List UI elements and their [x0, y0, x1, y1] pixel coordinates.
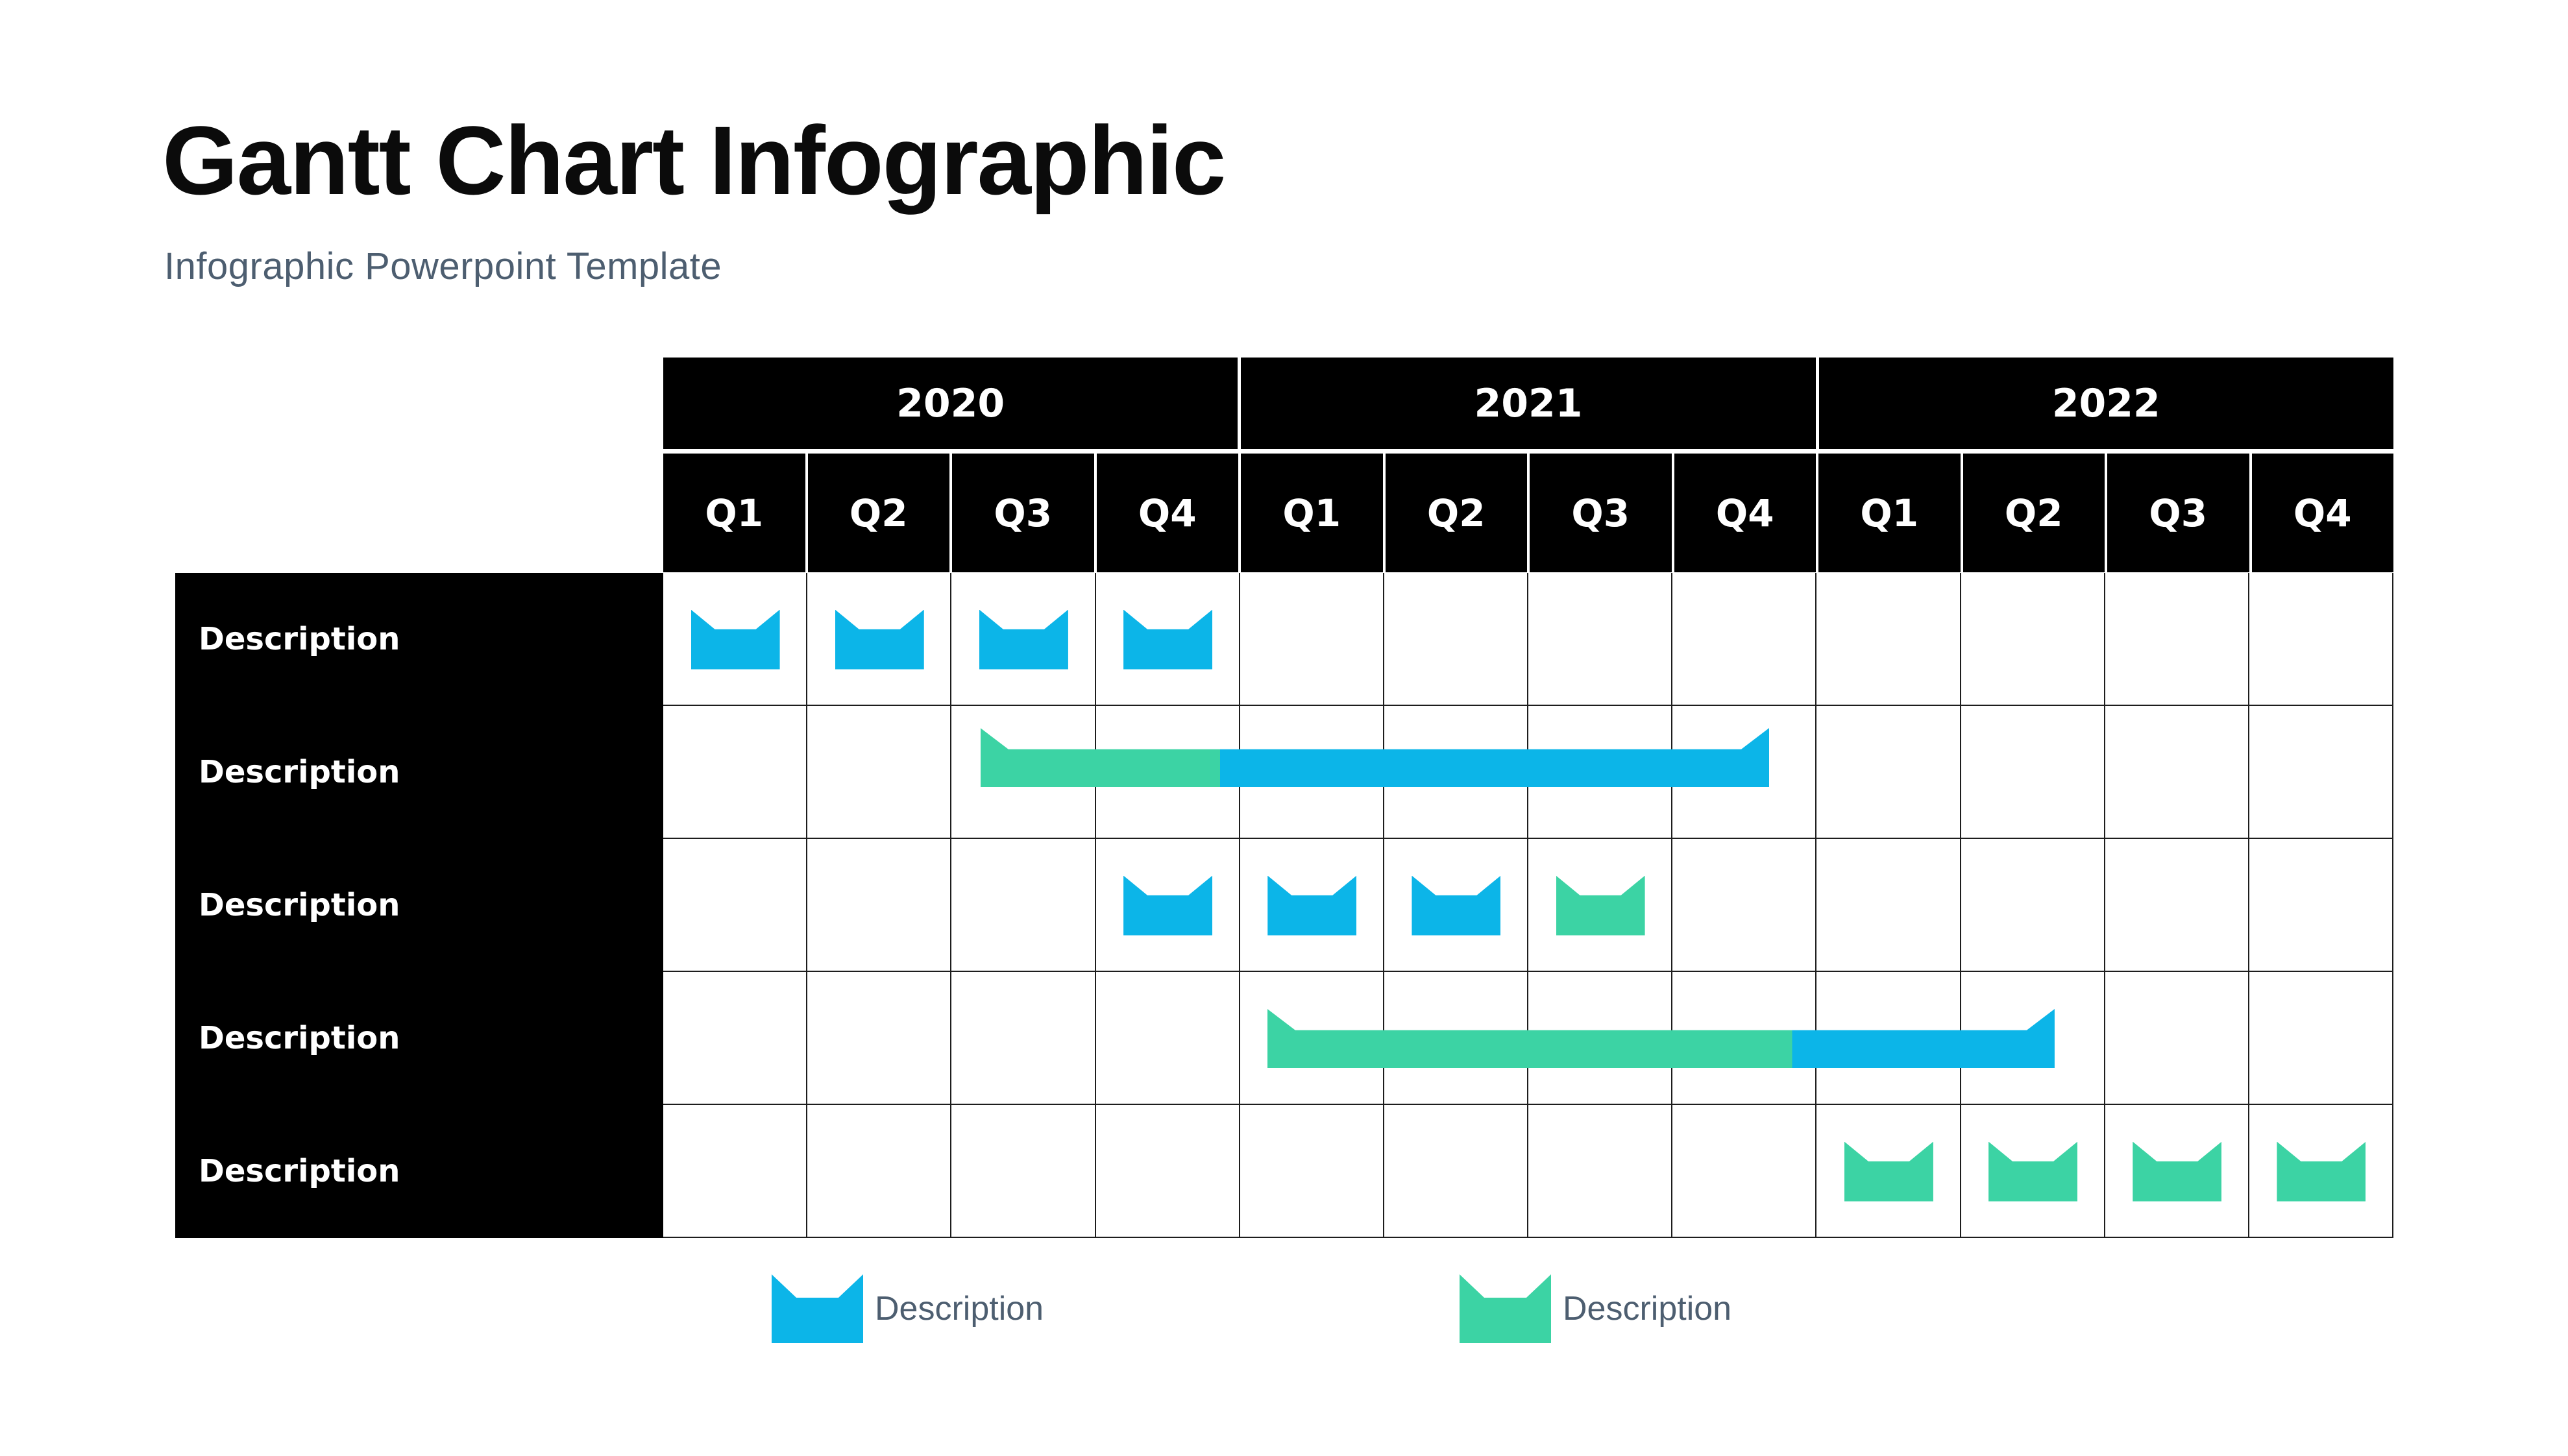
grid-cell [951, 1105, 1096, 1238]
grid-cell [663, 1105, 808, 1238]
grid-cell [951, 573, 1096, 706]
quarter-header: Q3 [952, 454, 1094, 572]
grid-cell [663, 839, 808, 972]
row-label: Description [199, 754, 400, 790]
quarter-header: Q3 [2107, 454, 2249, 572]
grid-cell [663, 972, 808, 1105]
grid-cell [1961, 972, 2105, 1105]
grid-cell [1384, 706, 1528, 839]
quarter-header: Q3 [1530, 454, 1672, 572]
row-label: Description [199, 621, 400, 657]
grid-cell [663, 706, 808, 839]
grid-cell [1816, 706, 1961, 839]
page-subtitle: Infographic Powerpoint Template [164, 245, 722, 287]
grid-cell [1528, 839, 1673, 972]
quarter-header: Q4 [2251, 454, 2393, 572]
year-header-2020: 2020 [663, 358, 1238, 449]
grid-cell [807, 972, 952, 1105]
legend-swatch-blue [772, 1274, 863, 1343]
grid-cell [2105, 972, 2249, 1105]
row-label-column: Description Description Description Desc… [175, 573, 663, 1238]
grid-cell [1095, 839, 1240, 972]
grid-cell [2249, 1105, 2393, 1238]
grid-cell [1095, 972, 1240, 1105]
quarter-header: Q1 [1241, 454, 1383, 572]
quarter-header: Q1 [1818, 454, 1961, 572]
quarter-header: Q2 [1385, 454, 1527, 572]
grid-cell [1240, 972, 1384, 1105]
grid-cell [1240, 839, 1384, 972]
quarter-header: Q2 [807, 454, 949, 572]
grid-cell [1672, 573, 1817, 706]
grid-cell [1672, 839, 1817, 972]
grid-cell [1816, 573, 1961, 706]
row-label: Description [199, 887, 400, 923]
grid-cell [807, 839, 952, 972]
grid-cell [1961, 706, 2105, 839]
grid-cell [951, 706, 1096, 839]
row-label: Description [199, 1020, 400, 1056]
quarter-header: Q4 [1096, 454, 1238, 572]
grid-cell [1961, 573, 2105, 706]
grid-cell [2249, 972, 2393, 1105]
grid-cell [1095, 1105, 1240, 1238]
grid-cell [1528, 972, 1673, 1105]
quarter-header: Q4 [1674, 454, 1816, 572]
legend-label: Description [875, 1290, 1044, 1328]
year-header-2022: 2022 [1818, 358, 2393, 449]
grid-cell [1672, 706, 1817, 839]
grid-cell [1384, 573, 1528, 706]
row-label: Description [199, 1153, 400, 1189]
grid-cell [951, 839, 1096, 972]
grid-cell [2249, 706, 2393, 839]
grid-cell [2105, 706, 2249, 839]
grid-cell [1528, 1105, 1673, 1238]
quarter-header: Q2 [1963, 454, 2105, 572]
grid-cell [1961, 839, 2105, 972]
grid-cell [1384, 839, 1528, 972]
gantt-grid [663, 573, 2393, 1238]
grid-cell [807, 1105, 952, 1238]
grid-cell [2249, 573, 2393, 706]
grid-cell [1384, 1105, 1528, 1238]
grid-cell [1528, 706, 1673, 839]
grid-cell [2249, 839, 2393, 972]
grid-cell [1961, 1105, 2105, 1238]
grid-cell [1095, 573, 1240, 706]
grid-cell [1816, 1105, 1961, 1238]
legend-item-green: Description [1460, 1274, 1731, 1343]
legend-label: Description [1563, 1290, 1732, 1328]
grid-cell [2105, 573, 2249, 706]
year-header-2021: 2021 [1241, 358, 1816, 449]
legend-swatch-green [1460, 1274, 1551, 1343]
grid-cell [1672, 1105, 1817, 1238]
page-title: Gantt Chart Infographic [162, 106, 1226, 215]
grid-cell [1816, 839, 1961, 972]
grid-cell [807, 706, 952, 839]
grid-cell [1240, 1105, 1384, 1238]
year-header-row: 2020 2021 2022 [663, 358, 2393, 449]
grid-cell [2105, 1105, 2249, 1238]
quarter-header-row: Q1 Q2 Q3 Q4 Q1 Q2 Q3 Q4 Q1 Q2 Q3 Q4 [663, 454, 2393, 572]
grid-cell [1528, 573, 1673, 706]
grid-cell [1384, 972, 1528, 1105]
legend-item-blue: Description [772, 1274, 1044, 1343]
grid-cell [951, 972, 1096, 1105]
grid-cell [2105, 839, 2249, 972]
grid-cell [1240, 706, 1384, 839]
grid-cell [1240, 573, 1384, 706]
grid-cell [807, 573, 952, 706]
grid-cell [663, 573, 808, 706]
grid-cell [1816, 972, 1961, 1105]
grid-cell [1095, 706, 1240, 839]
grid-cell [1672, 972, 1817, 1105]
quarter-header: Q1 [663, 454, 805, 572]
